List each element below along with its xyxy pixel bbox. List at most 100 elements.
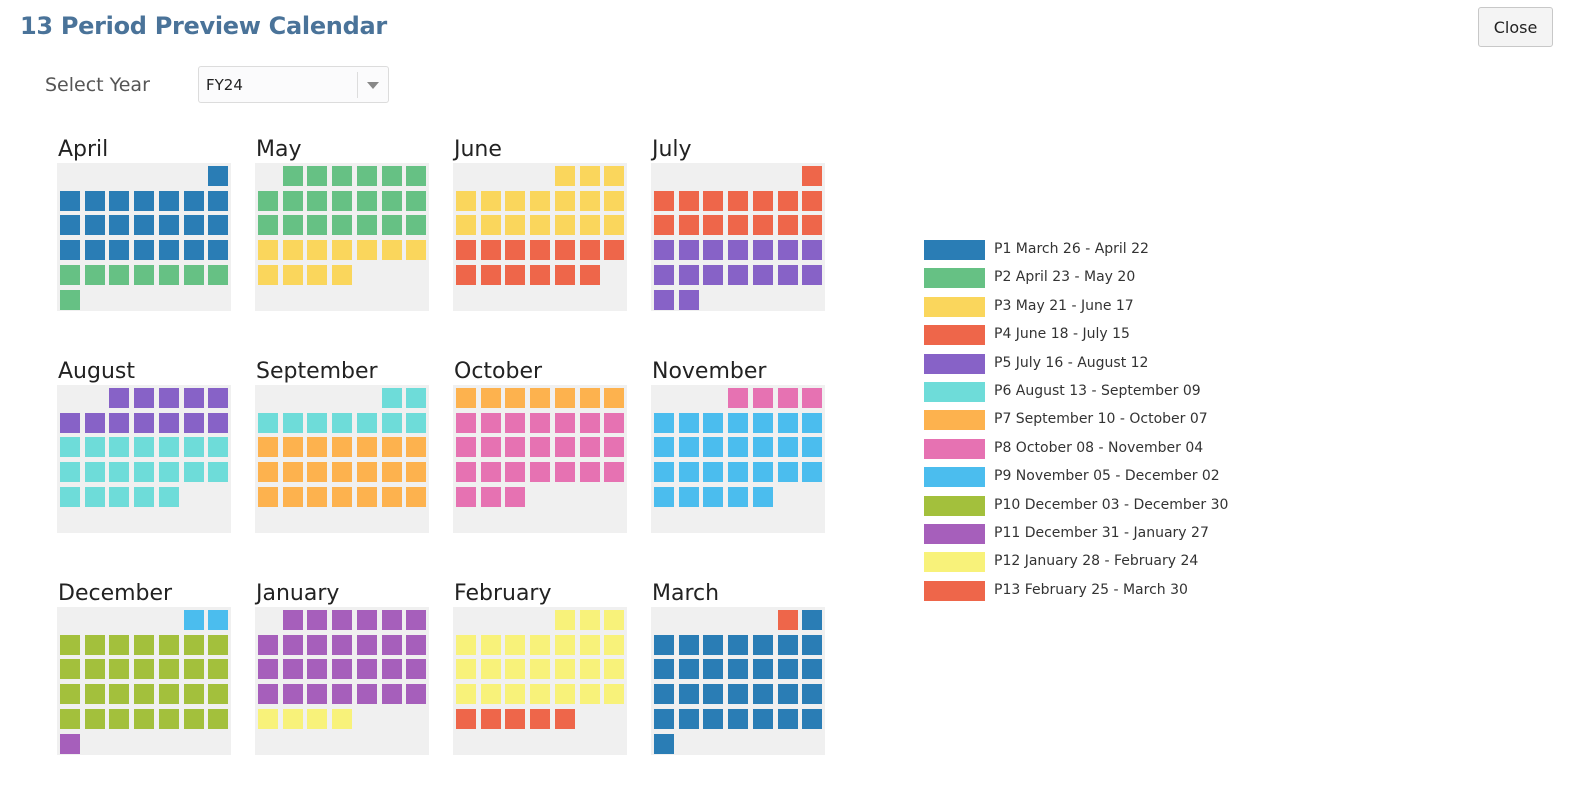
day-cell	[678, 289, 699, 310]
legend-swatch	[924, 240, 985, 260]
day-cell	[183, 659, 204, 680]
day-cell	[109, 437, 130, 458]
day-cell	[282, 684, 303, 705]
day-cell	[678, 412, 699, 433]
day-cell	[456, 684, 476, 705]
day-cell	[654, 264, 674, 285]
close-button[interactable]: Close	[1478, 7, 1553, 47]
day-cell	[60, 264, 80, 285]
day-cell	[579, 634, 600, 655]
day-cell	[406, 437, 427, 458]
day-cell	[258, 215, 278, 236]
day-cell	[654, 486, 674, 507]
day-cell	[728, 684, 749, 705]
day-cell	[332, 486, 353, 507]
day-cell	[183, 264, 204, 285]
day-cell	[356, 634, 377, 655]
day-cell	[456, 190, 476, 211]
day-cell	[777, 240, 798, 261]
day-cell	[752, 659, 773, 680]
day-cell	[752, 462, 773, 483]
legend-label: P12 January 28 - February 24	[994, 553, 1199, 570]
day-cell	[530, 388, 551, 408]
day-cell	[604, 388, 625, 408]
day-cell	[208, 388, 229, 408]
day-cell	[208, 190, 229, 211]
day-cell	[109, 659, 130, 680]
day-cell	[554, 166, 575, 186]
day-cell	[802, 610, 823, 630]
day-cell	[60, 733, 80, 754]
day-cell	[282, 437, 303, 458]
day-cell	[802, 166, 823, 186]
day-cell	[530, 437, 551, 458]
legend-swatch	[924, 552, 985, 573]
page-title: 13 Period Preview Calendar	[20, 12, 387, 40]
day-cell	[802, 240, 823, 261]
day-cell	[777, 388, 798, 408]
month-december: December	[57, 580, 231, 755]
day-cell	[406, 166, 427, 186]
day-cell	[777, 684, 798, 705]
select-year-label: Select Year	[45, 74, 150, 96]
day-cell	[109, 388, 130, 408]
month-name: April	[58, 137, 109, 162]
day-cell	[456, 462, 476, 483]
day-cell	[505, 240, 526, 261]
day-cell	[752, 240, 773, 261]
day-cell	[752, 486, 773, 507]
month-name: August	[58, 359, 135, 384]
day-cell	[134, 240, 155, 261]
day-cell	[60, 412, 80, 433]
day-cell	[158, 634, 179, 655]
day-cell	[332, 634, 353, 655]
day-cell	[208, 659, 229, 680]
day-cell	[654, 240, 674, 261]
day-cell	[356, 437, 377, 458]
chevron-down-icon[interactable]	[367, 82, 379, 89]
day-cell	[505, 462, 526, 483]
day-cell	[604, 190, 625, 211]
day-cell	[678, 659, 699, 680]
year-select[interactable]: FY24	[198, 66, 389, 103]
day-cell	[604, 684, 625, 705]
day-cell	[703, 708, 724, 729]
day-cell	[480, 437, 501, 458]
day-cell	[802, 264, 823, 285]
year-select-value: FY24	[206, 76, 243, 94]
day-cell	[728, 190, 749, 211]
day-cell	[356, 462, 377, 483]
day-cell	[84, 240, 105, 261]
legend-swatch	[924, 268, 985, 289]
day-cell	[530, 215, 551, 236]
day-cell	[505, 264, 526, 285]
day-cell	[530, 462, 551, 483]
day-cell	[208, 166, 229, 186]
day-cell	[505, 215, 526, 236]
day-cell	[554, 684, 575, 705]
day-cell	[332, 240, 353, 261]
day-cell	[258, 437, 278, 458]
day-cell	[505, 190, 526, 211]
day-cell	[307, 264, 328, 285]
day-cell	[480, 462, 501, 483]
day-cell	[654, 215, 674, 236]
day-cell	[505, 659, 526, 680]
legend-label: P11 December 31 - January 27	[994, 524, 1209, 541]
day-cell	[381, 215, 402, 236]
day-cell	[307, 215, 328, 236]
legend-swatch	[924, 467, 985, 488]
month-october: October	[453, 358, 627, 533]
day-cell	[703, 634, 724, 655]
day-cell	[60, 215, 80, 236]
day-cell	[777, 634, 798, 655]
day-cell	[480, 486, 501, 507]
day-cell	[777, 610, 798, 630]
day-cell	[332, 190, 353, 211]
day-cell	[456, 240, 476, 261]
legend-label: P9 November 05 - December 02	[994, 468, 1220, 485]
day-cell	[554, 388, 575, 408]
day-cell	[406, 388, 427, 408]
day-cell	[554, 240, 575, 261]
day-cell	[134, 684, 155, 705]
